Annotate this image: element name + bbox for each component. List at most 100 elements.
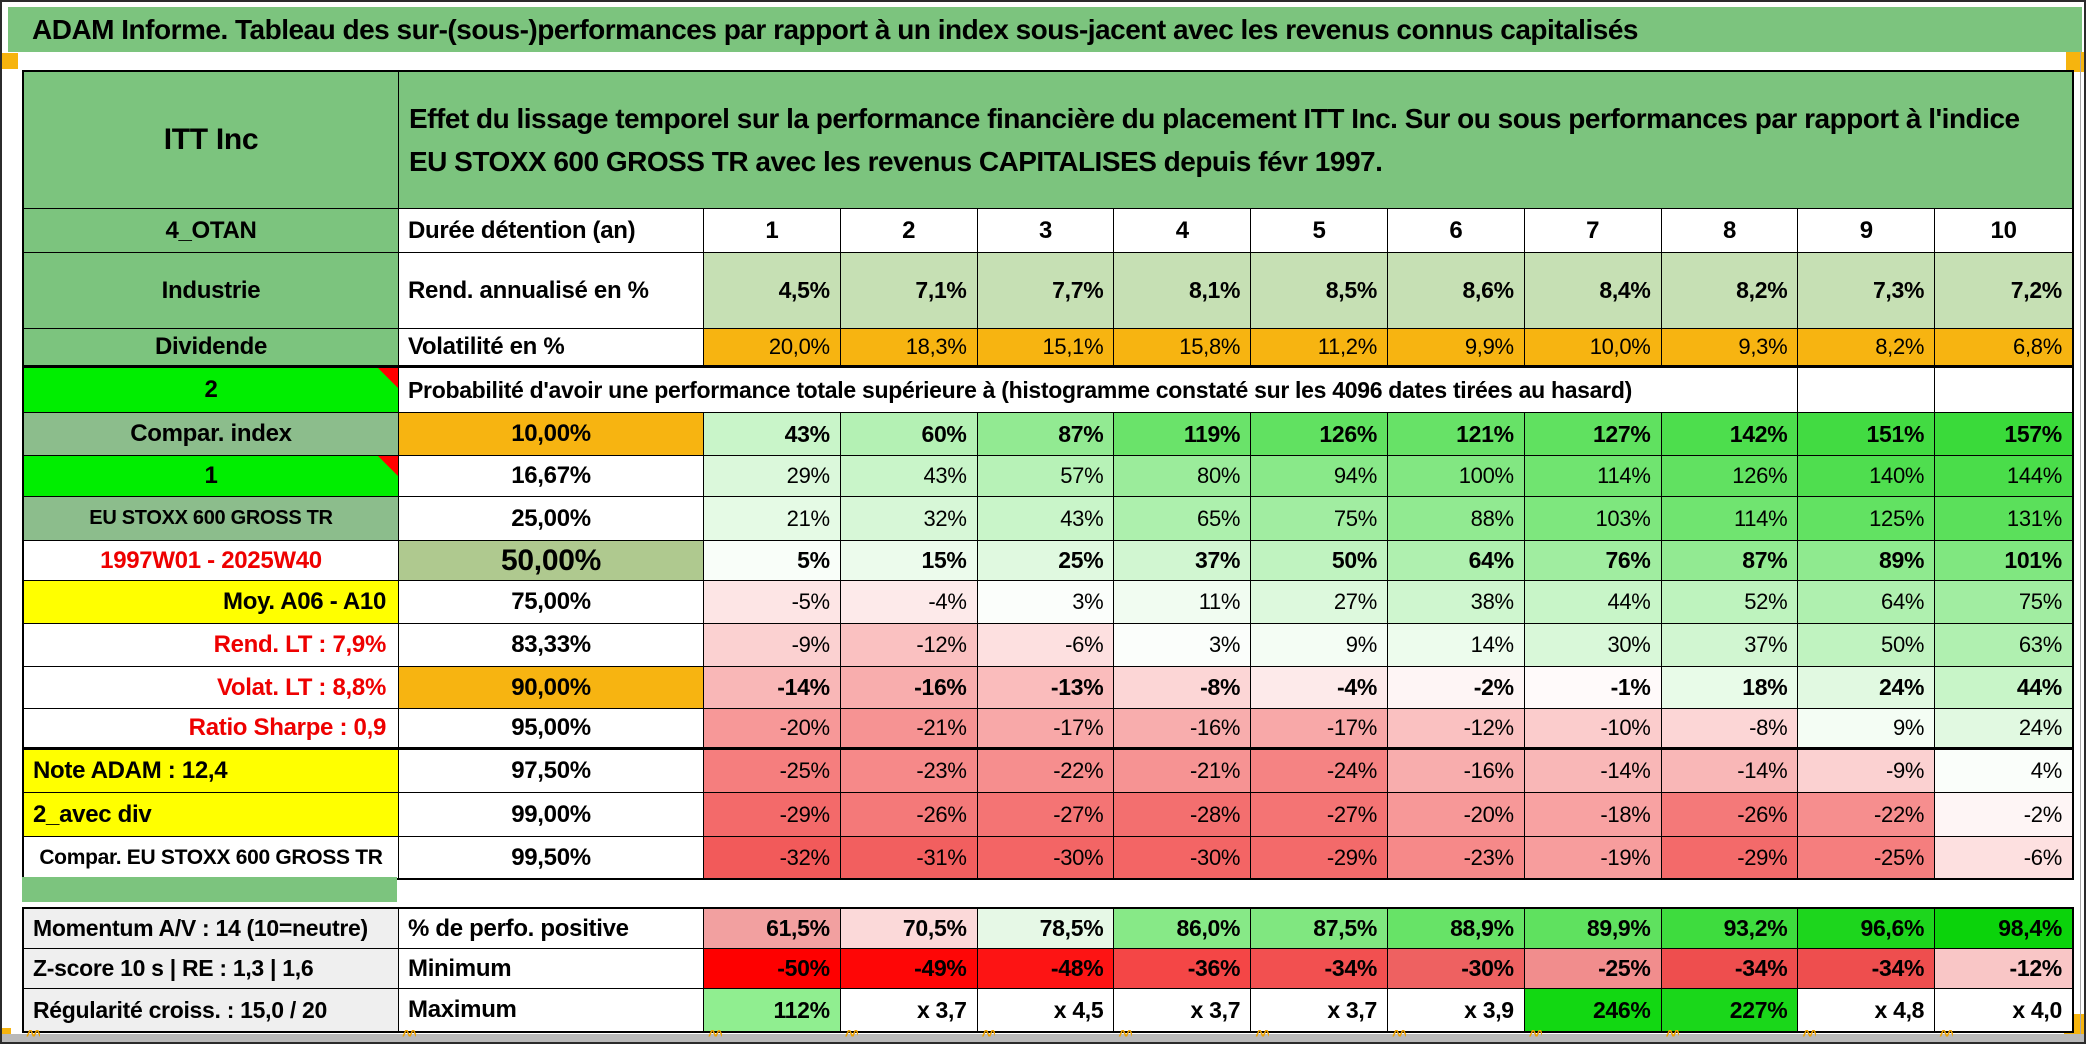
value-cell[interactable]: -4% [1251,667,1388,709]
value-cell[interactable]: 96,6% [1798,909,1936,949]
value-cell[interactable]: -25% [1798,837,1936,878]
row-label-cell[interactable]: Rend. LT : 7,9% [24,624,399,667]
value-cell[interactable]: x 3,7 [1251,989,1388,1031]
value-cell[interactable]: -21% [1114,750,1252,793]
metric-label-cell[interactable]: Volatilité en % [399,329,704,368]
value-cell[interactable]: -25% [704,750,841,793]
value-cell[interactable]: -26% [840,793,978,837]
value-cell[interactable]: 76% [1524,541,1662,581]
value-cell[interactable]: 50% [1251,541,1388,581]
value-cell[interactable]: 8,2% [1798,329,1936,368]
row-label-cell[interactable]: 1 [24,456,399,497]
threshold-cell[interactable]: 97,50% [399,750,704,793]
value-cell[interactable]: 27% [1251,581,1388,624]
threshold-cell[interactable]: 99,00% [399,793,704,837]
value-cell[interactable]: 32% [840,497,978,541]
value-cell[interactable]: 126% [1251,413,1388,456]
metric-header-cell[interactable]: Durée détention (an) [399,209,704,253]
column-header-cell[interactable]: 2 [840,209,978,253]
value-cell[interactable]: 4% [1935,750,2072,793]
value-cell[interactable]: -26% [1661,793,1799,837]
value-cell[interactable]: 125% [1798,497,1936,541]
value-cell[interactable]: 131% [1935,497,2072,541]
value-cell[interactable]: 57% [977,456,1115,497]
value-cell[interactable]: -14% [1661,750,1799,793]
value-cell[interactable]: 24% [1798,667,1936,709]
value-cell[interactable]: -1% [1524,667,1662,709]
value-cell[interactable]: 121% [1387,413,1525,456]
value-cell[interactable]: -32% [704,837,841,878]
value-cell[interactable]: 80% [1114,456,1252,497]
value-cell[interactable]: 11% [1114,581,1252,624]
value-cell[interactable]: 246% [1524,989,1662,1031]
value-cell[interactable]: -14% [704,667,841,709]
value-cell[interactable]: 38% [1387,581,1525,624]
value-cell[interactable]: 9,9% [1387,329,1525,368]
value-cell[interactable]: 50% [1798,624,1936,667]
value-cell[interactable]: 114% [1524,456,1662,497]
value-cell[interactable]: -31% [840,837,978,878]
value-cell[interactable]: -8% [1661,709,1799,750]
threshold-cell[interactable]: 90,00% [399,667,704,709]
value-cell[interactable]: 44% [1524,581,1662,624]
value-cell[interactable]: 43% [977,497,1115,541]
value-cell[interactable]: -30% [977,837,1115,878]
value-cell[interactable]: 103% [1524,497,1662,541]
value-cell[interactable]: 87% [977,413,1115,456]
value-cell[interactable]: 18,3% [840,329,978,368]
value-cell[interactable]: 157% [1935,413,2072,456]
value-cell[interactable]: -30% [1114,837,1252,878]
row-label-cell[interactable]: Compar. EU STOXX 600 GROSS TR [24,837,399,878]
value-cell[interactable]: 15,1% [977,329,1115,368]
value-cell[interactable]: 8,2% [1661,253,1799,329]
value-cell[interactable]: 86,0% [1114,909,1252,949]
value-cell[interactable]: -29% [1661,837,1799,878]
column-header-cell[interactable]: 10 [1935,209,2072,253]
summary-metric-cell[interactable]: % de perfo. positive [399,909,704,949]
row-label-cell[interactable]: Ratio Sharpe : 0,9 [24,709,399,750]
value-cell[interactable]: 88,9% [1387,909,1525,949]
value-cell[interactable]: 37% [1114,541,1252,581]
value-cell[interactable]: -8% [1114,667,1252,709]
value-cell[interactable]: x 4,8 [1798,989,1936,1031]
value-cell[interactable]: x 3,7 [1114,989,1252,1031]
summary-label-cell[interactable]: Z-score 10 s | RE : 1,3 | 1,6 [24,949,399,989]
value-cell[interactable]: 7,1% [840,253,978,329]
value-cell[interactable]: -12% [840,624,978,667]
value-cell[interactable]: x 4,5 [977,989,1115,1031]
row-label-cell[interactable]: Note ADAM : 12,4 [24,750,399,793]
value-cell[interactable]: -48% [977,949,1115,989]
value-cell[interactable]: 89% [1798,541,1936,581]
column-header-cell[interactable]: 6 [1387,209,1525,253]
value-cell[interactable]: 6,8% [1935,329,2072,368]
value-cell[interactable]: 98,4% [1935,909,2072,949]
value-cell[interactable]: x 4,0 [1935,989,2072,1031]
value-cell[interactable]: 61,5% [704,909,841,949]
value-cell[interactable]: -25% [1524,949,1662,989]
value-cell[interactable]: 3% [977,581,1115,624]
value-cell[interactable]: -9% [704,624,841,667]
value-cell[interactable]: -28% [1114,793,1252,837]
value-cell[interactable]: -2% [1387,667,1525,709]
value-cell[interactable]: 8,4% [1524,253,1662,329]
value-cell[interactable]: 4,5% [704,253,841,329]
value-cell[interactable]: 144% [1935,456,2072,497]
value-cell[interactable]: 142% [1661,413,1799,456]
value-cell[interactable]: 88% [1387,497,1525,541]
value-cell[interactable]: 3% [1114,624,1252,667]
value-cell[interactable]: 52% [1661,581,1799,624]
value-cell[interactable]: -16% [1387,750,1525,793]
value-cell[interactable]: 75% [1251,497,1388,541]
value-cell[interactable]: 126% [1661,456,1799,497]
value-cell[interactable]: 112% [704,989,841,1031]
value-cell[interactable]: 44% [1935,667,2072,709]
value-cell[interactable]: 64% [1387,541,1525,581]
value-cell[interactable]: 43% [704,413,841,456]
value-cell[interactable]: 10,0% [1524,329,1662,368]
value-cell[interactable]: 29% [704,456,841,497]
value-cell[interactable]: -16% [1114,709,1252,750]
value-cell[interactable]: -16% [840,667,978,709]
value-cell[interactable]: 7,3% [1798,253,1936,329]
value-cell[interactable]: 20,0% [704,329,841,368]
value-cell[interactable]: 78,5% [977,909,1115,949]
